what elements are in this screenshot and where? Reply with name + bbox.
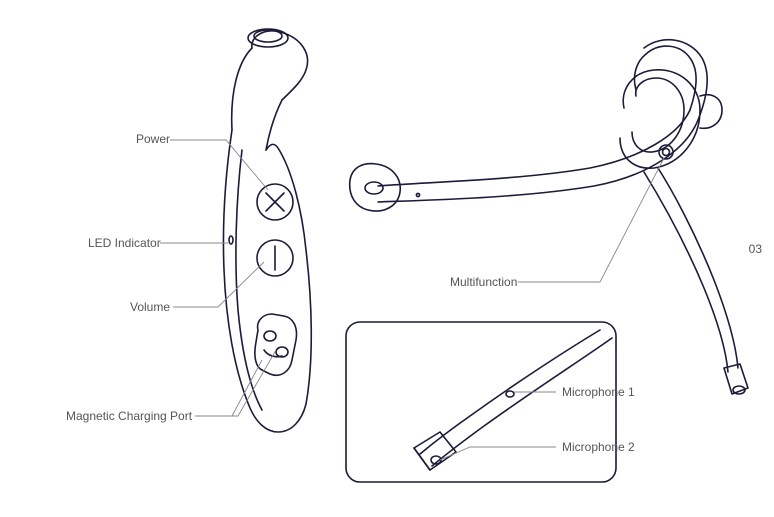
label-charging-port: Magnetic Charging Port (66, 409, 192, 423)
label-volume: Volume (130, 300, 170, 314)
diagram-svg (0, 0, 774, 517)
label-power: Power (136, 132, 170, 146)
label-microphone-1: Microphone 1 (562, 385, 635, 399)
label-multifunction: Multifunction (450, 275, 517, 289)
label-microphone-2: Microphone 2 (562, 440, 635, 454)
label-led-indicator: LED Indicator (88, 236, 161, 250)
page-number: 03 (749, 242, 762, 256)
